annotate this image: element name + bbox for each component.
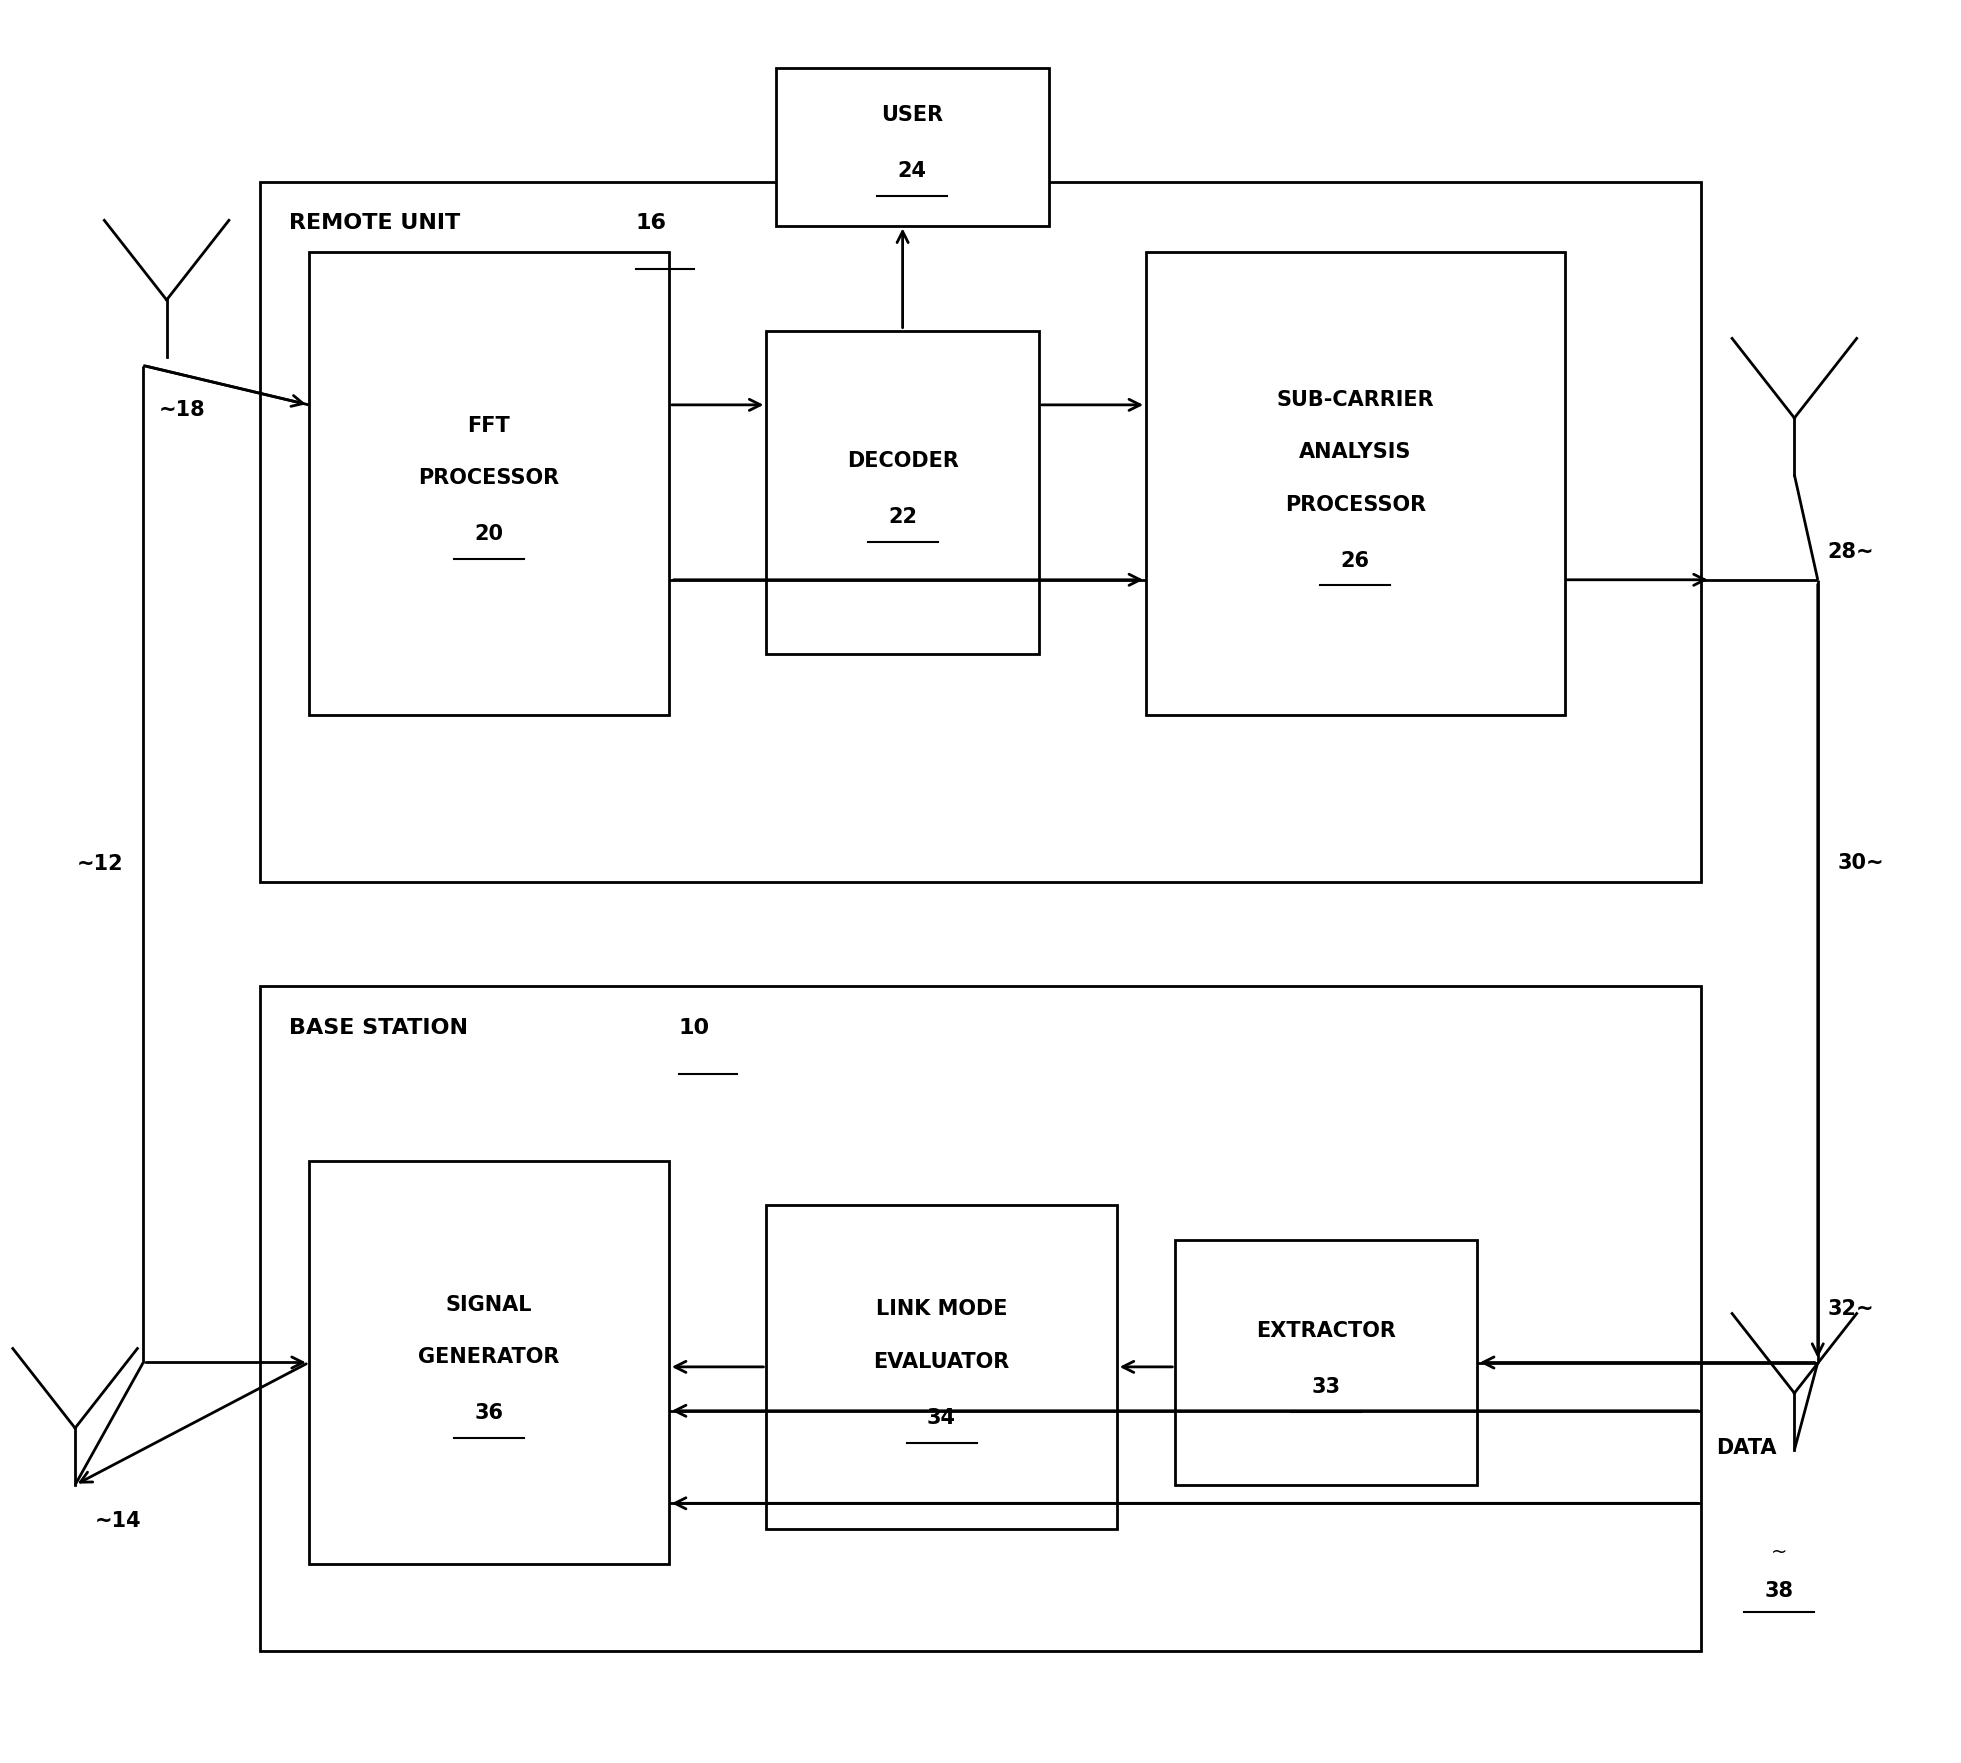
Text: 16: 16	[635, 213, 667, 233]
Bar	[1145, 252, 1565, 716]
Bar	[767, 330, 1039, 654]
Text: PROCESSOR: PROCESSOR	[1284, 495, 1426, 515]
Text: 20: 20	[475, 524, 504, 545]
Text: ANALYSIS: ANALYSIS	[1298, 443, 1412, 462]
Text: EVALUATOR: EVALUATOR	[873, 1352, 1010, 1372]
Text: ~14: ~14	[94, 1511, 141, 1532]
Text: SIGNAL: SIGNAL	[445, 1294, 531, 1315]
Bar	[767, 1206, 1118, 1529]
Text: ~18: ~18	[159, 400, 206, 421]
Bar	[1175, 1239, 1477, 1484]
Text: PROCESSOR: PROCESSOR	[418, 469, 559, 488]
Text: GENERATOR: GENERATOR	[418, 1347, 559, 1368]
Text: 38: 38	[1765, 1581, 1792, 1601]
Text: 32~: 32~	[1828, 1299, 1875, 1319]
Text: REMOTE UNIT: REMOTE UNIT	[290, 213, 469, 233]
Text: 36: 36	[475, 1403, 504, 1423]
Text: LINK MODE: LINK MODE	[877, 1299, 1008, 1319]
Text: EXTRACTOR: EXTRACTOR	[1257, 1320, 1396, 1342]
Text: 30~: 30~	[1837, 853, 1885, 873]
Text: 24: 24	[898, 162, 928, 182]
Text: DATA: DATA	[1716, 1439, 1777, 1458]
Text: 22: 22	[888, 506, 918, 527]
Text: 33: 33	[1312, 1377, 1341, 1396]
Text: 10: 10	[679, 1017, 710, 1038]
Text: FFT: FFT	[467, 416, 510, 435]
Text: 26: 26	[1341, 550, 1371, 571]
Text: DECODER: DECODER	[847, 451, 959, 471]
Text: 34: 34	[928, 1407, 957, 1428]
Bar	[777, 69, 1049, 226]
Bar	[308, 1162, 669, 1564]
Text: BASE STATION: BASE STATION	[290, 1017, 477, 1038]
Text: SUB-CARRIER: SUB-CARRIER	[1277, 390, 1433, 409]
Text: ~12: ~12	[76, 853, 124, 874]
Text: USER: USER	[880, 106, 943, 125]
Bar	[261, 182, 1700, 882]
Bar	[308, 252, 669, 716]
Bar	[261, 987, 1700, 1652]
Text: 28~: 28~	[1828, 543, 1875, 562]
Text: ~: ~	[1771, 1543, 1786, 1562]
